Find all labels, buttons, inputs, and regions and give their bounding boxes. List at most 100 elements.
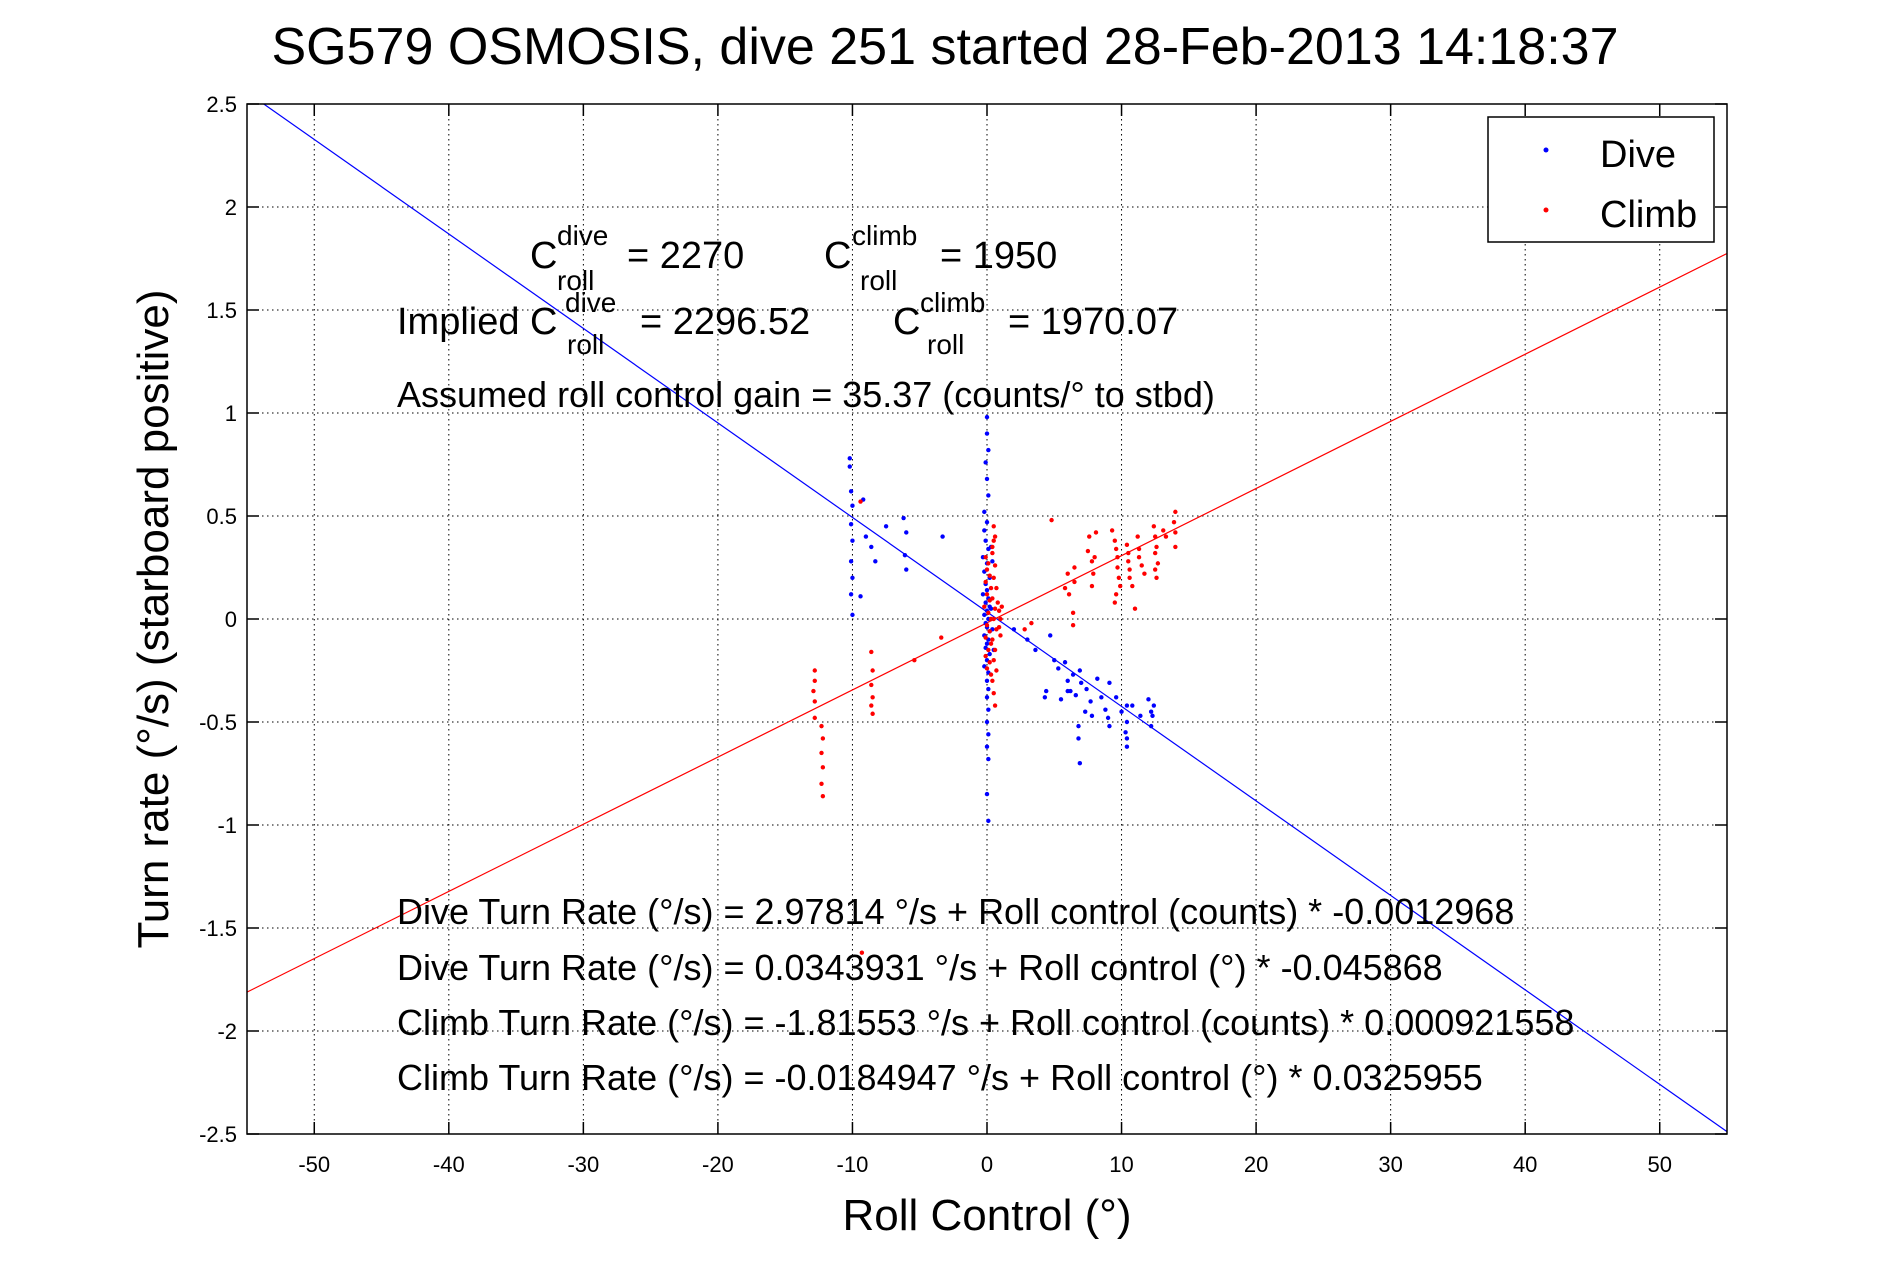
dive-point bbox=[1105, 715, 1111, 721]
dive-point bbox=[850, 538, 855, 543]
climb-point bbox=[870, 711, 875, 716]
dive-point bbox=[1095, 676, 1100, 681]
dive-point bbox=[986, 756, 991, 762]
climb-point bbox=[858, 499, 863, 504]
dive-point bbox=[1073, 693, 1079, 698]
climb-point bbox=[986, 610, 991, 616]
x-tick-label: 0 bbox=[981, 1152, 993, 1177]
x-tick-label: -20 bbox=[702, 1152, 734, 1177]
dive-point bbox=[850, 575, 855, 580]
c-dive-subscript: roll bbox=[557, 265, 594, 296]
climb-point bbox=[1152, 550, 1158, 556]
climb-point bbox=[1132, 606, 1138, 611]
climb-point bbox=[1142, 571, 1147, 576]
climb-point bbox=[995, 600, 1000, 605]
climb-point bbox=[939, 635, 944, 640]
dive-point bbox=[1083, 709, 1088, 714]
y-tick-label: -2.5 bbox=[199, 1122, 237, 1147]
dive-point bbox=[1052, 658, 1057, 663]
dive-point bbox=[1103, 707, 1108, 712]
climb-point bbox=[870, 695, 875, 700]
implied-climb-value: = 1970.07 bbox=[1008, 301, 1178, 343]
climb-point bbox=[1085, 548, 1091, 554]
climb-point bbox=[1152, 534, 1158, 539]
dive-point bbox=[1089, 713, 1095, 719]
climb-point bbox=[991, 690, 996, 696]
c-climb-subscript: roll bbox=[860, 265, 897, 296]
climb-point bbox=[1152, 567, 1158, 572]
climb-point bbox=[819, 723, 824, 729]
dive-point bbox=[1076, 736, 1081, 741]
climb-point bbox=[986, 561, 991, 566]
legend-dive-marker bbox=[1543, 147, 1549, 153]
dive-point bbox=[1151, 703, 1157, 708]
dive-point bbox=[988, 606, 994, 611]
dive-point bbox=[982, 509, 987, 515]
climb-point bbox=[984, 567, 990, 572]
climb-point bbox=[1154, 544, 1159, 550]
dive-point bbox=[1058, 697, 1064, 702]
y-tick-label: -2 bbox=[217, 1019, 237, 1044]
climb-point bbox=[1113, 592, 1119, 597]
dive-point bbox=[848, 559, 854, 564]
climb-point bbox=[1070, 610, 1076, 616]
dive-point bbox=[1124, 736, 1130, 741]
x-axis-label: Roll Control (°) bbox=[843, 1191, 1132, 1240]
climb-point bbox=[983, 579, 988, 585]
climb-point bbox=[811, 688, 816, 694]
c-dive-superscript: dive bbox=[557, 220, 608, 251]
climb-point bbox=[1126, 550, 1131, 556]
climb-point bbox=[991, 575, 996, 580]
climb-point bbox=[1126, 559, 1131, 564]
climb-point bbox=[990, 544, 995, 550]
climb-point bbox=[999, 604, 1004, 609]
c-dive-symbol: C bbox=[530, 235, 557, 277]
dive-point bbox=[984, 791, 990, 797]
dive-point bbox=[1088, 699, 1093, 704]
climb-point bbox=[984, 592, 990, 597]
dive-point bbox=[863, 534, 869, 539]
dive-point bbox=[1025, 637, 1030, 642]
climb-point bbox=[912, 658, 917, 663]
fit-equation-dive-counts: Dive Turn Rate (°/s) = 2.97814 °/s + Rol… bbox=[397, 891, 1514, 932]
dive-point bbox=[847, 456, 852, 461]
climb-point bbox=[1066, 592, 1072, 597]
y-tick-label: 2.5 bbox=[206, 92, 237, 117]
climb-point bbox=[1062, 585, 1068, 591]
climb-point bbox=[812, 715, 817, 721]
climb-point bbox=[1127, 575, 1132, 580]
fit-equation-climb-degrees: Climb Turn Rate (°/s) = -0.0184947 °/s +… bbox=[397, 1057, 1483, 1098]
climb-point bbox=[1155, 561, 1161, 566]
climb-point bbox=[812, 678, 817, 683]
climb-point bbox=[1087, 534, 1092, 539]
climb-point bbox=[1065, 571, 1070, 576]
climb-point bbox=[992, 647, 998, 653]
dive-point bbox=[1065, 688, 1070, 694]
climb-point bbox=[1136, 555, 1142, 560]
x-tick-label: -40 bbox=[433, 1152, 465, 1177]
dive-point bbox=[1107, 680, 1112, 686]
climb-point bbox=[1072, 565, 1077, 570]
climb-point bbox=[1151, 524, 1157, 529]
dive-point bbox=[986, 493, 991, 498]
climb-point bbox=[984, 622, 990, 628]
dive-point bbox=[1070, 672, 1076, 677]
dive-point bbox=[987, 651, 992, 657]
dive-point bbox=[986, 447, 991, 453]
climb-point bbox=[991, 538, 996, 543]
dive-point bbox=[983, 538, 988, 543]
dive-point bbox=[1124, 703, 1130, 708]
c-dive-value: = 2270 bbox=[627, 235, 744, 277]
dive-point bbox=[1148, 723, 1154, 729]
dive-point bbox=[984, 678, 990, 683]
climb-point bbox=[1109, 528, 1115, 533]
data-points bbox=[811, 414, 1178, 955]
climb-point bbox=[1029, 620, 1034, 626]
dive-point bbox=[1048, 633, 1053, 638]
dive-point bbox=[1056, 666, 1061, 671]
dive-point bbox=[850, 503, 855, 508]
x-tick-label: 40 bbox=[1513, 1152, 1537, 1177]
climb-point bbox=[1089, 583, 1095, 589]
dive-point bbox=[1124, 719, 1130, 725]
